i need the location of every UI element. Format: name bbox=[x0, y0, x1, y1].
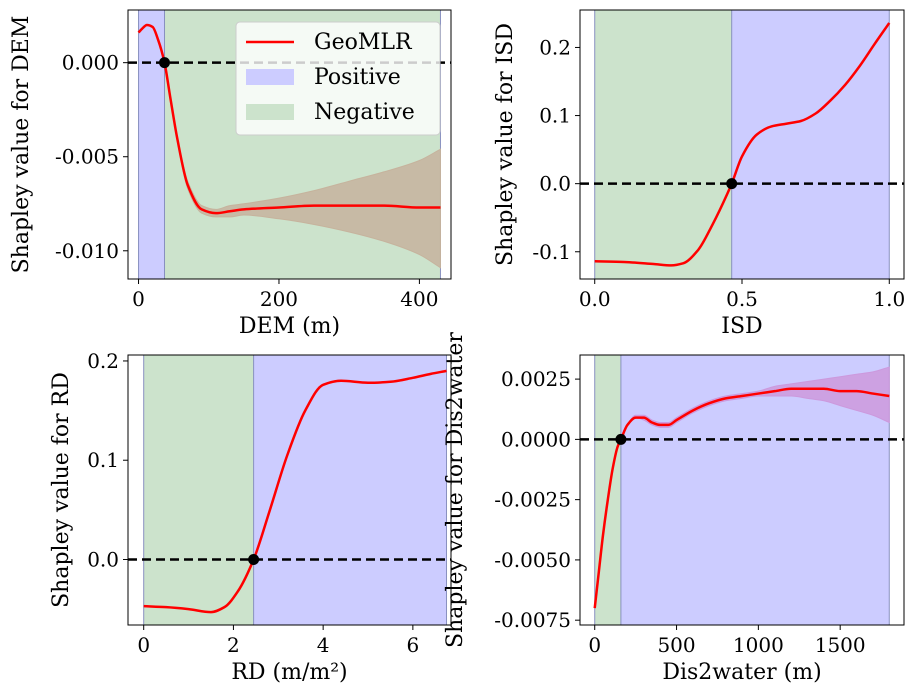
x-tick-label: 0.0 bbox=[579, 287, 611, 311]
legend-label: Negative bbox=[314, 100, 415, 125]
x-axis-label: ISD bbox=[721, 314, 762, 339]
y-tick-label: -0.0075 bbox=[494, 608, 571, 632]
legend-swatch-negative bbox=[246, 104, 294, 120]
x-tick-label: 1500 bbox=[815, 633, 866, 657]
x-axis-label: DEM (m) bbox=[239, 314, 340, 339]
x-tick-label: 0 bbox=[588, 633, 601, 657]
y-axis-label: Shapley value for DEM bbox=[9, 16, 34, 274]
plot-area bbox=[128, 355, 451, 625]
zero-crossing-point bbox=[248, 553, 260, 565]
y-tick-label: -0.0025 bbox=[494, 488, 571, 512]
x-tick-label: 1.0 bbox=[873, 287, 905, 311]
x-tick-label: 4 bbox=[317, 633, 330, 657]
panel-dis2water: 0 500 1000 1500 0.0025 0.0000 -0.0025 -0.0050 -0… bbox=[443, 332, 905, 685]
x-tick-label: 2 bbox=[227, 633, 240, 657]
y-tick-label: 0.1 bbox=[539, 104, 571, 128]
legend-label: GeoMLR bbox=[314, 30, 413, 55]
y-tick-label: 0.1 bbox=[87, 448, 119, 472]
y-axis-label: Shapley value for ISD bbox=[493, 23, 518, 266]
x-tick-label: 200 bbox=[260, 287, 298, 311]
y-tick-label: 0.2 bbox=[539, 35, 571, 59]
zero-crossing-point bbox=[726, 178, 738, 190]
legend-swatch-positive bbox=[246, 69, 294, 85]
region-positive bbox=[138, 10, 165, 279]
y-tick-label: 0.0025 bbox=[501, 367, 571, 391]
legend-label: Positive bbox=[314, 65, 401, 90]
x-tick-label: 0.5 bbox=[726, 287, 758, 311]
plot-area bbox=[580, 10, 904, 279]
x-tick-label: 0 bbox=[132, 287, 145, 311]
x-axis-label: RD (m/m²) bbox=[231, 660, 347, 685]
region-negative bbox=[594, 10, 732, 279]
x-tick-label: 0 bbox=[137, 633, 150, 657]
region-positive bbox=[731, 10, 890, 279]
axes-frame bbox=[127, 9, 452, 280]
plot-area bbox=[580, 355, 904, 625]
y-tick-label: 0.0 bbox=[539, 172, 571, 196]
region-positive bbox=[253, 355, 447, 625]
region-negative bbox=[143, 355, 254, 625]
panel-rd: 0 2 4 6 0.2 0.1 0.0 RD (m/m²) Shapley value for … bbox=[49, 349, 452, 685]
x-tick-label: 500 bbox=[657, 633, 695, 657]
legend: GeoMLR Positive Negative bbox=[235, 21, 441, 136]
axes-frame bbox=[579, 354, 905, 626]
panel-dem: 0 200 400 0.000 -0.005 -0.010 DEM (m) Shapley v… bbox=[9, 9, 452, 339]
y-axis-label: Shapley value for RD bbox=[49, 372, 74, 608]
y-tick-label: -0.005 bbox=[55, 145, 119, 169]
x-tick-label: 400 bbox=[400, 287, 438, 311]
panel-isd: 0.0 0.5 1.0 0.2 0.1 0.0 -0.1 ISD Shapley value f… bbox=[493, 9, 905, 339]
axes-frame bbox=[127, 354, 452, 626]
y-tick-label: 0.000 bbox=[62, 51, 119, 75]
zero-crossing-point bbox=[615, 433, 627, 445]
y-tick-label: -0.0050 bbox=[494, 548, 571, 572]
y-tick-label: -0.010 bbox=[55, 239, 119, 263]
y-tick-label: 0.0000 bbox=[501, 427, 571, 451]
series-line-geomlr bbox=[594, 22, 891, 267]
x-tick-label: 6 bbox=[407, 633, 420, 657]
zero-crossing-point bbox=[159, 57, 171, 69]
x-axis-label: Dis2water (m) bbox=[662, 660, 821, 685]
y-tick-label: 0.0 bbox=[87, 547, 119, 571]
y-tick-label: -0.1 bbox=[532, 240, 571, 264]
series-line-geomlr bbox=[593, 387, 890, 609]
y-tick-label: 0.2 bbox=[87, 349, 119, 373]
series-line-geomlr bbox=[143, 369, 447, 614]
y-axis-label: Shapley value for Dis2water bbox=[443, 332, 468, 648]
series-line-geomlr bbox=[137, 23, 441, 215]
x-tick-label: 1000 bbox=[733, 633, 784, 657]
